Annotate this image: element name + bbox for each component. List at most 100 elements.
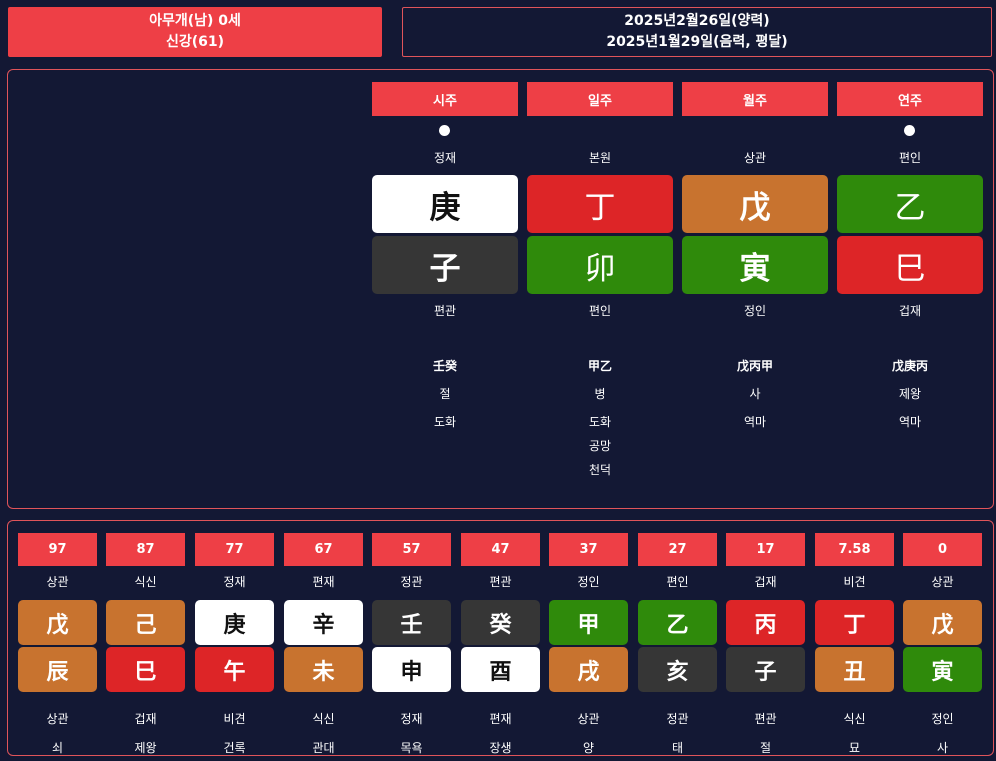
daeun-age-badge: 57: [372, 533, 451, 566]
unseong-label: 건록: [223, 741, 246, 755]
stem-sipsin-label: 정인: [577, 575, 600, 589]
pillar-column: 시주 정재 庚子 편관 壬癸 절 도화: [372, 70, 518, 500]
lunar-date-label: 2025년1월29일(음력, 평달): [606, 34, 788, 50]
heavenly-stem-tile[interactable]: 辛: [284, 600, 363, 645]
earthly-branch-tile[interactable]: 午: [195, 647, 274, 692]
solar-date-label: 2025년2월26일(양력): [624, 13, 770, 29]
unseong-label: 양: [582, 741, 595, 755]
stem-sipsin-label: 비견: [843, 575, 866, 589]
pillar-column: 월주 상관 戊寅 정인 戊丙甲 사 역마: [682, 70, 828, 500]
daeun-age-badge: 67: [284, 533, 363, 566]
unseong-label: 제왕: [898, 387, 922, 401]
branch-sipsin-label: 겁재: [134, 712, 157, 726]
earthly-branch-tile[interactable]: 辰: [18, 647, 97, 692]
unseong-label: 장생: [489, 741, 512, 755]
marker-dot-icon: [904, 125, 915, 136]
earthly-branch-tile[interactable]: 卯: [527, 236, 673, 294]
name-age-label: 아무개(남) 0세: [149, 13, 241, 29]
unseong-label: 태: [671, 741, 684, 755]
stem-sipsin-label: 겁재: [754, 575, 777, 589]
earthly-branch-tile[interactable]: 巳: [837, 236, 983, 294]
heavenly-stem-tile[interactable]: 戊: [682, 175, 828, 233]
branch-sipsin-label: 편관: [433, 304, 457, 318]
unseong-label: 제왕: [134, 741, 157, 755]
branch-sipsin-label: 편재: [489, 712, 512, 726]
branch-sipsin-label: 정인: [931, 712, 954, 726]
branch-sipsin-label: 상관: [46, 712, 69, 726]
unseong-label: 묘: [848, 741, 861, 755]
heavenly-stem-tile[interactable]: 己: [106, 600, 185, 645]
daeun-age-badge: 47: [461, 533, 540, 566]
unseong-label: 목욕: [400, 741, 423, 755]
heavenly-stem-tile[interactable]: 戊: [903, 600, 982, 645]
hidden-stems-label: 甲乙: [587, 359, 612, 373]
unseong-label: 쇠: [51, 741, 64, 755]
stem-sipsin-label: 상관: [46, 575, 69, 589]
stem-sipsin-label: 편관: [489, 575, 512, 589]
stem-sipsin-label: 편인: [666, 575, 689, 589]
branch-sipsin-label: 식신: [843, 712, 866, 726]
sinsal-label: 역마: [743, 415, 767, 429]
stem-sipsin-label: 편재: [312, 575, 335, 589]
four-pillars-panel: 시주 정재 庚子 편관 壬癸 절 도화 일주 본원 丁卯 편인 甲乙 병 도화 공망 천덕 월주 상관 戊寅 정인 戊丙…: [7, 69, 994, 509]
heavenly-stem-tile[interactable]: 戊: [18, 600, 97, 645]
branch-sipsin-label: 정재: [400, 712, 423, 726]
stem-sipsin-label: 정재: [433, 151, 457, 165]
earthly-branch-tile[interactable]: 申: [372, 647, 451, 692]
branch-sipsin-label: 편관: [754, 712, 777, 726]
unseong-label: 병: [594, 387, 606, 401]
unseong-label: 관대: [312, 741, 335, 755]
hidden-stems-label: 戊庚丙: [891, 359, 928, 373]
heavenly-stem-tile[interactable]: 丁: [527, 175, 673, 233]
stem-sipsin-label: 본원: [588, 151, 612, 165]
earthly-branch-tile[interactable]: 亥: [638, 647, 717, 692]
daeun-age-badge: 27: [638, 533, 717, 566]
branch-sipsin-label: 비견: [223, 712, 246, 726]
heavenly-stem-tile[interactable]: 乙: [638, 600, 717, 645]
stem-sipsin-label: 편인: [898, 151, 922, 165]
profile-summary: 아무개(남) 0세 신강(61): [8, 7, 382, 57]
earthly-branch-tile[interactable]: 寅: [682, 236, 828, 294]
heavenly-stem-tile[interactable]: 甲: [549, 600, 628, 645]
earthly-branch-tile[interactable]: 戌: [549, 647, 628, 692]
pillar-title: 월주: [682, 82, 828, 116]
stem-sipsin-label: 상관: [931, 575, 954, 589]
earthly-branch-tile[interactable]: 子: [726, 647, 805, 692]
hidden-stems-label: 壬癸: [432, 359, 457, 373]
unseong-label: 절: [439, 387, 451, 401]
earthly-branch-tile[interactable]: 未: [284, 647, 363, 692]
stem-sipsin-label: 식신: [134, 575, 157, 589]
heavenly-stem-tile[interactable]: 癸: [461, 600, 540, 645]
heavenly-stem-tile[interactable]: 丙: [726, 600, 805, 645]
marker-dot-icon: [439, 125, 450, 136]
pillar-column: 일주 본원 丁卯 편인 甲乙 병 도화 공망 천덕: [527, 70, 673, 500]
earthly-branch-tile[interactable]: 子: [372, 236, 518, 294]
sinsal-label: 천덕: [588, 463, 612, 477]
daeun-age-badge: 87: [106, 533, 185, 566]
daeun-age-badge: 97: [18, 533, 97, 566]
earthly-branch-tile[interactable]: 酉: [461, 647, 540, 692]
branch-sipsin-label: 상관: [577, 712, 600, 726]
earthly-branch-tile[interactable]: 丑: [815, 647, 894, 692]
earthly-branch-tile[interactable]: 寅: [903, 647, 982, 692]
unseong-label: 사: [749, 387, 761, 401]
heavenly-stem-tile[interactable]: 乙: [837, 175, 983, 233]
earthly-branch-tile[interactable]: 巳: [106, 647, 185, 692]
daeun-age-badge: 77: [195, 533, 274, 566]
heavenly-stem-tile[interactable]: 丁: [815, 600, 894, 645]
daeun-age-badge: 37: [549, 533, 628, 566]
unseong-label: 사: [936, 741, 949, 755]
heavenly-stem-tile[interactable]: 壬: [372, 600, 451, 645]
unseong-label: 절: [759, 741, 772, 755]
birth-date-box: 2025년2월26일(양력) 2025년1월29일(음력, 평달): [402, 7, 992, 57]
branch-sipsin-label: 겁재: [898, 304, 922, 318]
pillar-title: 연주: [837, 82, 983, 116]
heavenly-stem-tile[interactable]: 庚: [195, 600, 274, 645]
branch-sipsin-label: 정인: [743, 304, 767, 318]
heavenly-stem-tile[interactable]: 庚: [372, 175, 518, 233]
stem-sipsin-label: 정관: [400, 575, 423, 589]
daeun-age-badge: 7.58: [815, 533, 894, 566]
pillar-title: 시주: [372, 82, 518, 116]
pillar-column: 연주 편인 乙巳 겁재 戊庚丙 제왕 역마: [837, 70, 983, 500]
pillar-title: 일주: [527, 82, 673, 116]
